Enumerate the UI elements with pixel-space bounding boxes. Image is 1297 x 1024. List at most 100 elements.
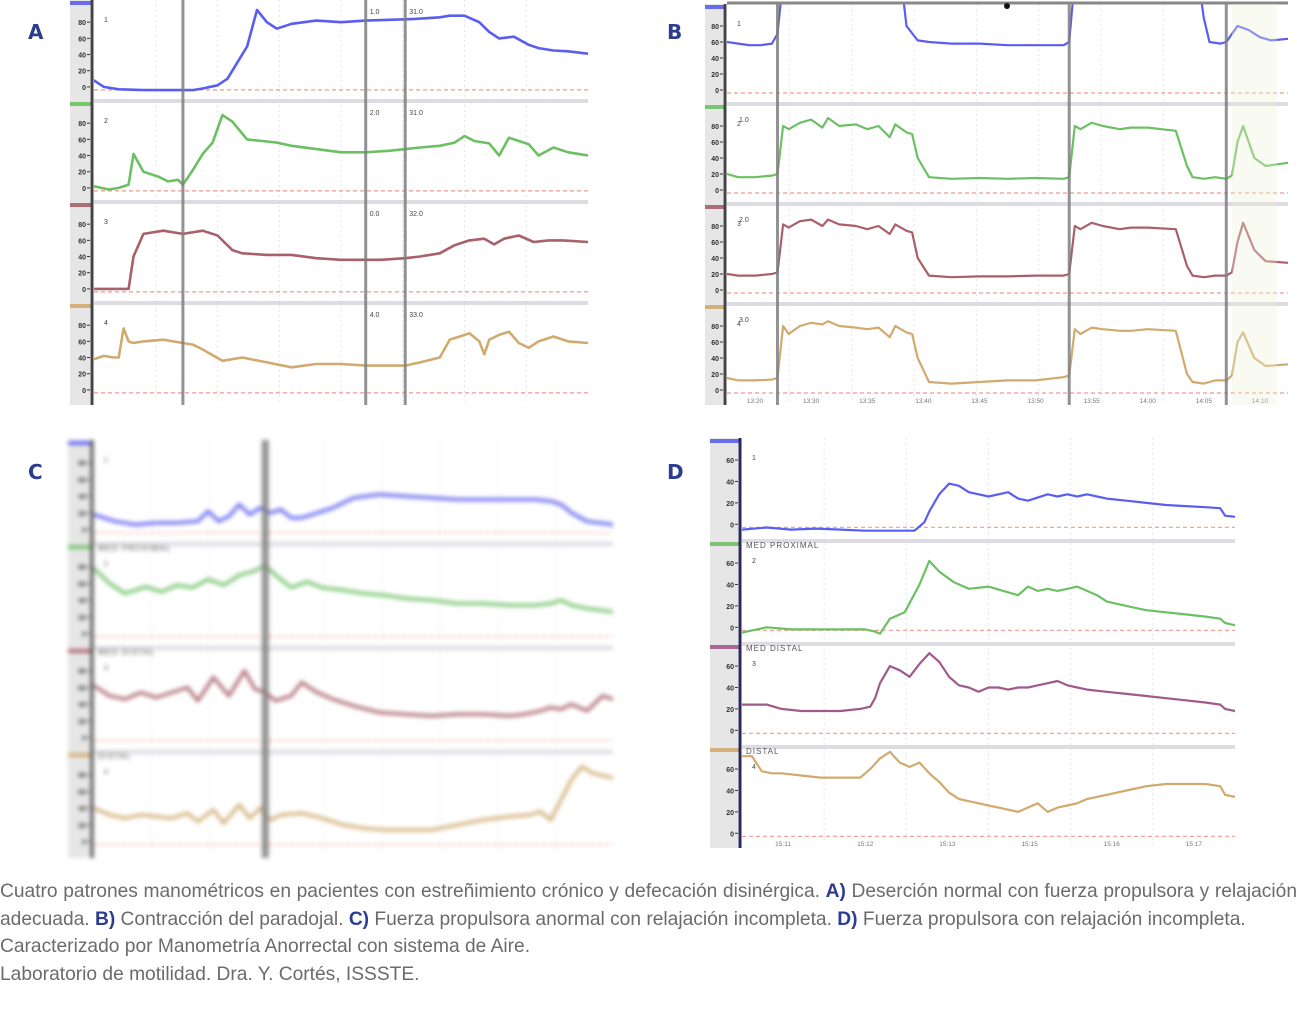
x-tick-label: 14:00	[1140, 398, 1157, 405]
marker-value: 33.0	[409, 312, 423, 319]
marker-value: 32.0	[409, 211, 423, 218]
caption-panel-ref: B)	[94, 908, 116, 930]
series-line-3	[727, 218, 1288, 279]
channel-color-tab	[710, 748, 740, 752]
series-line-3	[742, 652, 1235, 713]
x-tick-label: 13:55	[1084, 398, 1101, 405]
y-tick-label: 0	[730, 625, 734, 632]
y-tick-label: 20	[726, 810, 734, 817]
manometry-panel-c: 80 60 40 20 0 1 80 60 40 20 0 2 MED PROXIMAL 80 60 40 20…	[68, 438, 613, 858]
channel-index-label: 4	[104, 320, 108, 327]
channel-index-label: 3	[737, 221, 741, 228]
y-tick-label: 60	[78, 238, 86, 245]
x-tick-label: 13:45	[971, 398, 988, 405]
y-tick-label: 60	[726, 767, 734, 774]
y-tick-label: 20	[78, 69, 86, 76]
marker-value: 31.0	[409, 110, 423, 117]
channel-color-tab	[710, 542, 740, 546]
caption-text: Fuerza propulsora anormal con relajación…	[369, 908, 838, 930]
x-tick-label: 13:20	[747, 398, 764, 405]
y-tick-label: 80	[78, 323, 86, 330]
y-tick-label: 80	[78, 565, 86, 572]
y-tick-label: 60	[711, 40, 719, 47]
y-tick-label: 80	[78, 669, 86, 676]
series-line-4	[94, 764, 613, 832]
channel-index-label: 2	[737, 121, 741, 128]
caption-text: Fuerza propulsora con relajación incompl…	[857, 908, 1246, 930]
channel-separator	[742, 642, 1235, 646]
y-tick-label: 0	[82, 736, 86, 743]
channel-title: DISTAL	[746, 747, 779, 756]
marker-value: 3.0	[739, 317, 749, 324]
channel-color-tab	[705, 305, 725, 309]
channel-title: MED DISTAL	[746, 644, 803, 653]
y-tick-label: 0	[730, 831, 734, 838]
y-tick-label: 60	[711, 240, 719, 247]
y-tick-label: 0	[82, 632, 86, 639]
y-tick-label: 40	[711, 256, 719, 263]
channel-color-tab	[68, 753, 92, 757]
y-tick-label: 20	[726, 707, 734, 714]
channel-index-label: 1	[737, 21, 741, 28]
marker-value: 31.0	[409, 9, 423, 16]
caption-panel-ref: C)	[348, 908, 370, 930]
marker-value: 1.0	[739, 117, 749, 124]
caption-method: Caracterizado por Manometría Anorrectal …	[0, 936, 531, 957]
y-tick-label: 60	[78, 137, 86, 144]
y-tick-label: 40	[726, 582, 734, 589]
channel-separator	[727, 302, 1288, 306]
caption-text: Cuatro patrones manométricos en paciente…	[0, 881, 826, 902]
channel-color-tab	[68, 441, 92, 445]
channel-separator	[94, 301, 588, 305]
y-tick-label: 40	[78, 494, 86, 501]
y-tick-label: 20	[78, 372, 86, 379]
channel-color-tab	[70, 102, 92, 106]
y-tick-label: 40	[78, 806, 86, 813]
y-tick-label: 60	[711, 140, 719, 147]
y-tick-label: 0	[715, 388, 719, 395]
manometry-panel-d: 60 40 20 0 1 60 40 20 0 2 MED PROXIMAL 60 40 20 0 3 MED …	[710, 438, 1265, 858]
y-tick-label: 60	[726, 664, 734, 671]
manometry-panel-b: 80 60 40 20 0 1 80 60 40 20 0 2 80 60 40 20 0 3 80 60 40 20 0 4…	[705, 0, 1290, 405]
y-tick-label: 0	[82, 388, 86, 395]
analysis-window	[1231, 4, 1277, 405]
caption-panel-ref: A)	[825, 881, 846, 902]
axis-ruler	[710, 438, 738, 848]
series-line-1	[94, 8, 588, 92]
y-tick-label: 60	[711, 340, 719, 347]
chart-a: 80 60 40 20 0 1 80 60 40 20 0 2 80 60 40 20 0 3 80 60 40 20 0 4…	[70, 0, 588, 405]
y-tick-label: 40	[78, 53, 86, 60]
y-tick-label: 20	[78, 170, 86, 177]
y-tick-label: 20	[78, 823, 86, 830]
y-tick-label: 0	[82, 528, 86, 535]
channel-title: DISTAL	[98, 752, 131, 761]
y-tick-label: 0	[82, 287, 86, 294]
y-tick-label: 20	[78, 719, 86, 726]
series-line-4	[742, 750, 1235, 813]
y-tick-label: 40	[726, 788, 734, 795]
y-tick-label: 0	[715, 288, 719, 295]
channel-color-tab	[705, 5, 725, 9]
series-line-1	[727, 4, 1288, 47]
channel-color-tab	[705, 205, 725, 209]
y-tick-label: 40	[78, 255, 86, 262]
y-tick-label: 40	[78, 154, 86, 161]
y-tick-label: 60	[78, 685, 86, 692]
channel-color-tab	[705, 105, 725, 109]
y-tick-label: 0	[82, 186, 86, 193]
x-tick-label: 15:13	[939, 841, 956, 848]
y-tick-label: 20	[726, 604, 734, 611]
cursor-marker-icon	[1004, 3, 1010, 9]
channel-index-label: 4	[104, 769, 108, 776]
series-line-4	[727, 320, 1288, 385]
y-tick-label: 40	[78, 598, 86, 605]
channel-index-label: 4	[737, 321, 741, 328]
caption-credit: Laboratorio de motilidad. Dra. Y. Cortés…	[0, 963, 420, 985]
marker-value: 4.0	[370, 312, 380, 319]
channel-separator	[727, 202, 1288, 206]
y-tick-label: 60	[726, 561, 734, 568]
x-tick-label: 14:05	[1196, 398, 1213, 405]
y-tick-label: 20	[711, 272, 719, 279]
x-tick-label: 13:30	[803, 398, 820, 405]
